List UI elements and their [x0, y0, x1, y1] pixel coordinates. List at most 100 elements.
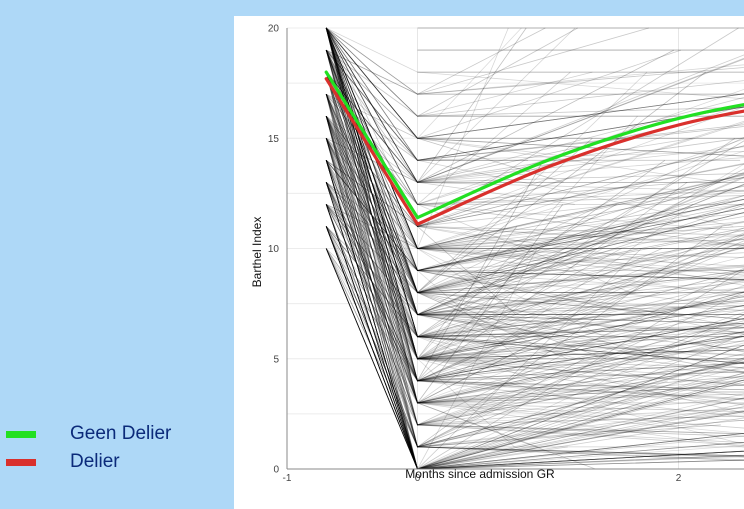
trajectory-line — [325, 27, 744, 161]
trajectory-line — [325, 49, 741, 161]
trajectory-line — [325, 71, 736, 360]
trajectory-line — [325, 115, 744, 245]
trajectory-line — [325, 27, 682, 139]
trajectory-line — [325, 27, 744, 414]
trajectory-line — [325, 226, 744, 382]
trajectory-line — [325, 27, 744, 360]
trajectory-line — [325, 248, 744, 338]
trajectory-line — [325, 94, 744, 360]
trajectory-line — [325, 27, 744, 338]
trajectory-line — [325, 27, 744, 249]
trajectory-line — [325, 226, 744, 338]
trajectory-line — [325, 181, 696, 249]
trajectory-line — [325, 116, 564, 404]
trajectory-line — [325, 71, 744, 382]
trajectory-line — [325, 94, 654, 404]
trajectory-line — [325, 160, 744, 448]
trajectory-line — [325, 49, 744, 294]
trajectory-line — [325, 27, 638, 360]
trajectory-line — [325, 27, 744, 271]
x-axis-title: Months since admission GR — [405, 467, 555, 481]
trajectory-line — [325, 160, 744, 271]
legend-swatch-delier — [6, 458, 36, 466]
trajectory-line — [325, 27, 744, 157]
gridlines — [286, 27, 744, 470]
trajectory-line — [325, 138, 744, 426]
trajectory-line — [325, 27, 744, 379]
trajectory-line — [325, 27, 744, 338]
trajectory-line — [325, 138, 517, 315]
trajectory-line — [325, 160, 744, 316]
trajectory-line — [325, 49, 744, 294]
trajectory-line — [325, 27, 744, 232]
trajectory-line — [325, 27, 744, 404]
trajectory-line — [325, 94, 744, 360]
trajectory-line — [325, 159, 666, 338]
trajectory-line — [325, 182, 744, 382]
trajectory-line — [325, 138, 744, 335]
trajectory-line — [325, 204, 588, 294]
trajectory-line — [325, 71, 744, 161]
trajectory-line — [325, 49, 547, 404]
trajectory-line — [325, 27, 744, 271]
trajectory-line — [325, 71, 571, 205]
trajectory-line — [325, 49, 744, 227]
trajectory-line — [326, 93, 564, 183]
trajectory-line — [325, 248, 744, 382]
trajectory-line — [325, 116, 744, 404]
trajectory-line — [325, 116, 744, 316]
trajectory-line — [325, 138, 744, 404]
trajectory-line — [325, 116, 744, 448]
trajectory-line — [325, 116, 744, 316]
y-axis-title: Barthel Index — [250, 217, 264, 288]
trajectory-line — [325, 71, 744, 404]
trajectory-line — [325, 27, 744, 249]
trajectory-line — [325, 27, 744, 273]
trajectory-line — [325, 116, 744, 426]
trajectory-line — [325, 49, 744, 360]
trajectory-line — [326, 204, 519, 315]
trajectory-line — [325, 116, 744, 426]
trajectory-line — [325, 71, 515, 448]
trajectory-line — [325, 49, 675, 183]
trajectory-line — [325, 204, 744, 448]
trajectory-line — [325, 71, 693, 183]
trajectory-line — [325, 226, 744, 448]
trajectory-line — [325, 88, 744, 205]
trajectory-line — [325, 182, 744, 426]
trajectory-line — [325, 49, 744, 316]
trajectory-line — [325, 49, 744, 382]
trajectory-line — [325, 49, 744, 227]
trajectory-line — [325, 116, 721, 448]
trajectory-line — [325, 49, 744, 294]
trajectory-line — [325, 182, 744, 360]
trajectory-line — [325, 182, 744, 382]
trajectory-line — [325, 27, 599, 161]
trajectory-line — [325, 27, 631, 293]
trajectory-line — [326, 137, 744, 183]
trajectory-line — [325, 27, 744, 360]
trajectory-line — [325, 94, 744, 316]
trajectory-line — [325, 27, 744, 249]
trajectory-line — [325, 49, 744, 382]
trajectory-line — [325, 94, 607, 360]
trajectory-line — [325, 116, 744, 360]
trajectory-line — [325, 204, 744, 360]
trajectory-line — [325, 160, 744, 404]
trajectory-line — [325, 226, 744, 316]
trajectory-line — [325, 226, 744, 448]
trajectory-line — [325, 116, 744, 338]
trajectory-line — [325, 27, 744, 382]
trajectory-line — [325, 226, 744, 404]
trajectory-line — [325, 49, 744, 311]
trajectory-line — [325, 94, 744, 294]
trajectory-line — [325, 182, 744, 360]
trajectory-line — [325, 94, 744, 360]
trajectory-line — [325, 27, 744, 161]
trajectory-line — [325, 93, 744, 249]
trajectory-line — [325, 49, 744, 374]
trajectory-line — [325, 116, 536, 382]
trajectory-line — [325, 248, 744, 404]
trajectory-line — [326, 27, 744, 100]
trajectory-line — [325, 226, 744, 397]
